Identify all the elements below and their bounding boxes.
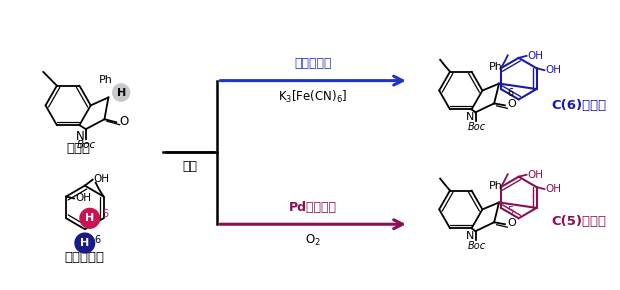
Text: K$_3$[Fe(CN)$_6$]: K$_3$[Fe(CN)$_6$] bbox=[278, 88, 348, 105]
Text: Ph: Ph bbox=[489, 181, 503, 191]
Text: 5: 5 bbox=[507, 206, 513, 216]
Circle shape bbox=[80, 209, 100, 228]
Text: 6: 6 bbox=[95, 235, 101, 245]
Text: 6: 6 bbox=[507, 88, 513, 97]
Text: OH: OH bbox=[546, 184, 561, 194]
Text: OH: OH bbox=[546, 65, 561, 75]
Text: C(6)生成物: C(6)生成物 bbox=[551, 99, 606, 112]
Text: カテコール: カテコール bbox=[65, 251, 105, 264]
Text: N: N bbox=[76, 130, 85, 143]
Text: O: O bbox=[507, 218, 516, 228]
Text: H: H bbox=[80, 238, 89, 248]
Text: Boc: Boc bbox=[77, 140, 97, 150]
Text: H: H bbox=[117, 88, 126, 97]
Text: O$_2$: O$_2$ bbox=[305, 233, 321, 248]
Text: Boc: Boc bbox=[467, 122, 485, 132]
Text: 単量体: 単量体 bbox=[66, 142, 90, 155]
Text: 触媒フリー: 触媒フリー bbox=[294, 57, 332, 70]
Text: Ph: Ph bbox=[489, 62, 503, 72]
Circle shape bbox=[75, 233, 95, 253]
Text: 加熱: 加熱 bbox=[182, 160, 197, 173]
Text: OH: OH bbox=[75, 193, 91, 204]
Circle shape bbox=[112, 84, 130, 102]
Text: N: N bbox=[466, 231, 474, 241]
Text: C(5)生成物: C(5)生成物 bbox=[551, 215, 606, 228]
Text: O: O bbox=[507, 99, 516, 109]
Text: OH: OH bbox=[94, 174, 110, 184]
Text: Boc: Boc bbox=[467, 241, 485, 251]
Text: H: H bbox=[85, 213, 94, 223]
Text: 5: 5 bbox=[102, 209, 108, 219]
Text: Pd錯体触媒: Pd錯体触媒 bbox=[289, 201, 337, 214]
Text: Ph: Ph bbox=[99, 75, 112, 85]
Text: N: N bbox=[466, 112, 474, 122]
Text: OH: OH bbox=[528, 170, 544, 180]
Text: OH: OH bbox=[528, 51, 544, 61]
Text: O: O bbox=[119, 115, 128, 128]
